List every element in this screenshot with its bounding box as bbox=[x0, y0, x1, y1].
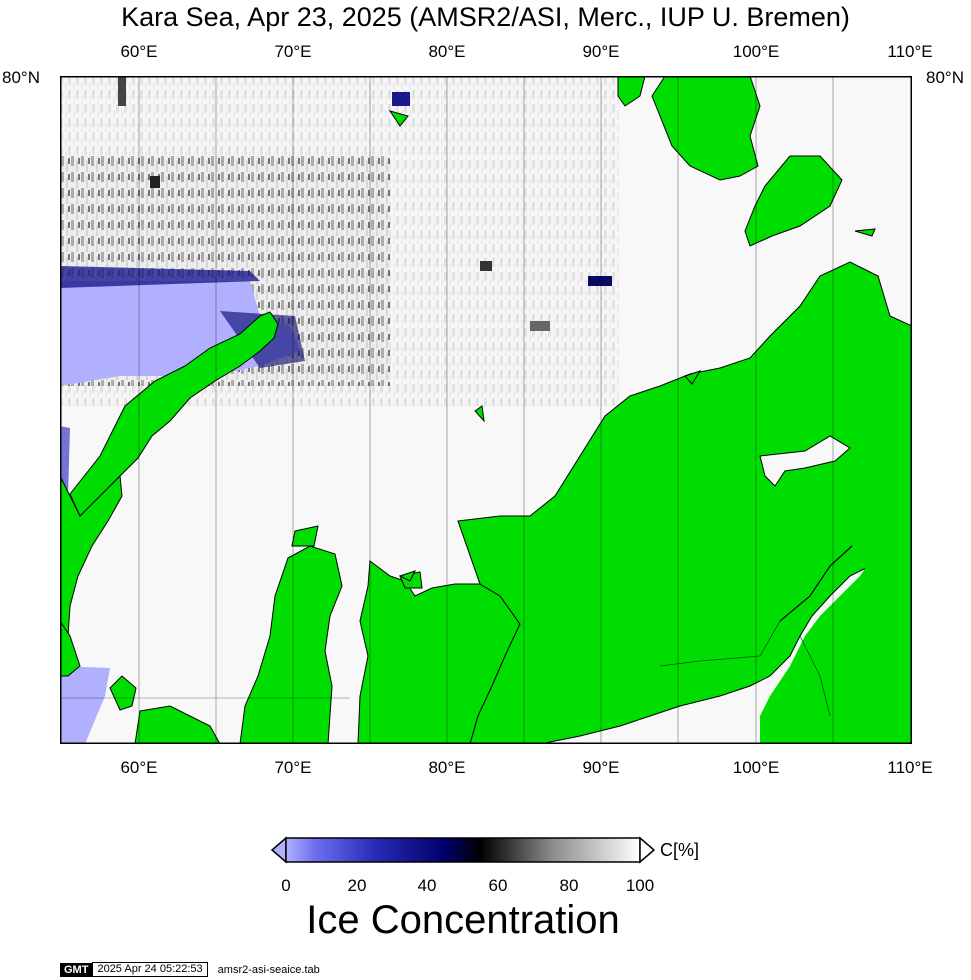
colorbar-tick-80: 80 bbox=[559, 876, 579, 895]
colorbar-gradient bbox=[285, 837, 641, 863]
colorbar-title: Ice Concentration bbox=[306, 898, 620, 942]
lon-label-top-100: 100°E bbox=[732, 42, 780, 61]
lake-taymyr bbox=[759, 435, 851, 487]
lon-label-bottom-70: 70°E bbox=[274, 758, 312, 777]
colorbar-tick-100: 100 bbox=[625, 876, 655, 895]
map-frame bbox=[60, 76, 912, 744]
lon-label-bottom-100: 100°E bbox=[732, 758, 780, 777]
timestamp: 2025 Apr 24 05:22:53 bbox=[92, 962, 208, 977]
lat-label-left: 80°N bbox=[2, 68, 40, 87]
lon-label-top-70: 70°E bbox=[274, 42, 312, 61]
lon-label-bottom-60: 60°E bbox=[120, 758, 158, 777]
river bbox=[779, 545, 853, 622]
vaygach-island bbox=[109, 675, 137, 711]
colorbar-tick-40: 40 bbox=[417, 876, 437, 895]
colorbar-low-arrow bbox=[270, 836, 287, 864]
mainland-southeast bbox=[760, 516, 912, 744]
lon-label-bottom-90: 90°E bbox=[582, 758, 620, 777]
lon-label-top-80: 80°E bbox=[428, 42, 466, 61]
lat-label-right: 80°N bbox=[926, 68, 964, 87]
colorbar-high-arrow bbox=[639, 836, 656, 864]
lon-label-top-90: 90°E bbox=[582, 42, 620, 61]
colorbar-tick-60: 60 bbox=[488, 876, 508, 895]
lon-label-bottom-110: 110°E bbox=[887, 758, 933, 777]
novaya-zemlya-north bbox=[69, 311, 279, 517]
gmt-logo: GMT bbox=[60, 962, 93, 977]
graticule bbox=[60, 76, 834, 744]
colorbar-unit: C[%] bbox=[660, 840, 700, 860]
lon-label-top-110: 110°E bbox=[887, 42, 933, 61]
lon-label-bottom-80: 80°E bbox=[428, 758, 466, 777]
ice-patch-1 bbox=[392, 92, 410, 106]
map-title: Kara Sea, Apr 23, 2025 (AMSR2/ASI, Merc.… bbox=[121, 2, 850, 32]
yamal-peninsula bbox=[239, 545, 343, 744]
colorbar bbox=[270, 836, 656, 864]
footer: GMT 2025 Apr 24 05:22:53 amsr2-asi-seaic… bbox=[60, 962, 320, 977]
ice-patch-2 bbox=[588, 276, 612, 286]
colorbar-tick-0: 0 bbox=[281, 876, 291, 895]
severnaya-zemlya-south bbox=[744, 155, 843, 247]
severnaya-zemlya-north bbox=[651, 76, 761, 181]
open-water-pechora bbox=[60, 666, 110, 744]
filename: amsr2-asi-seaice.tab bbox=[217, 963, 320, 976]
mainland-southwest bbox=[134, 705, 221, 744]
colorbar-tick-20: 20 bbox=[347, 876, 367, 895]
taymyr-mainland bbox=[457, 261, 912, 744]
lon-label-top-60: 60°E bbox=[120, 42, 158, 61]
ice-concentration-map bbox=[60, 76, 912, 744]
